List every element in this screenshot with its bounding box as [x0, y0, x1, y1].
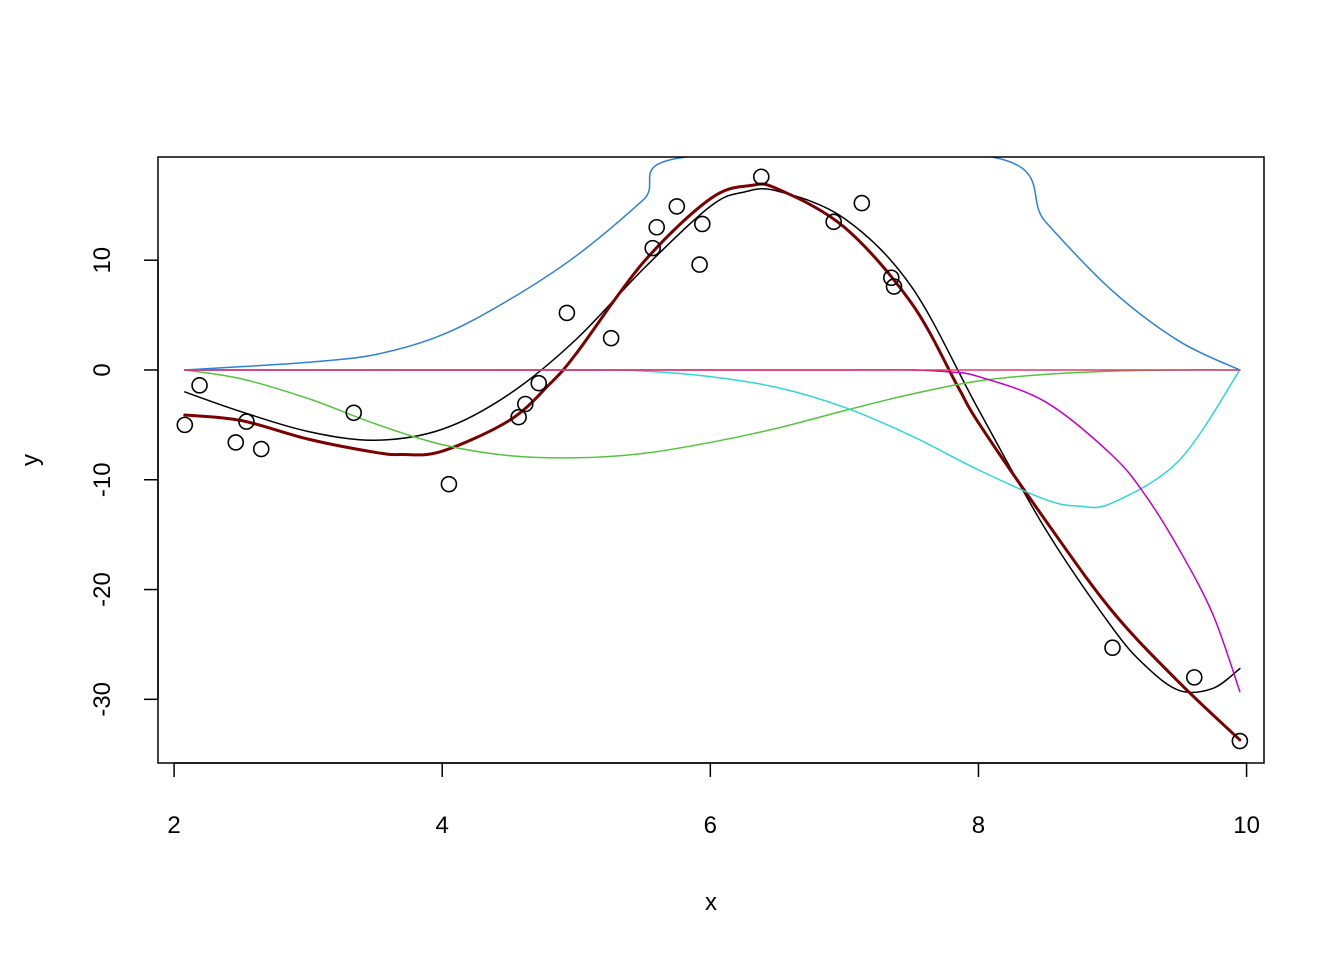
data-point [510, 408, 527, 426]
data-point [752, 168, 770, 186]
y-tick-label: 0 [89, 363, 116, 376]
x-tick-label: 10 [1233, 812, 1260, 839]
y-axis: -30 -20 -10 0 10 [89, 247, 159, 717]
series-layer [183, 157, 1242, 742]
data-point [517, 395, 534, 413]
data-point [668, 198, 686, 215]
data-point [238, 413, 255, 430]
data-point [1231, 732, 1249, 750]
series-line-1 [183, 182, 1242, 742]
x-axis-label: x [705, 889, 717, 916]
data-point [693, 215, 711, 233]
x-tick-label: 8 [972, 812, 985, 839]
data-point [345, 404, 363, 422]
data-point [825, 213, 842, 231]
data-point [883, 269, 900, 287]
data-point [885, 278, 903, 295]
data-point [691, 256, 708, 273]
y-axis-label: y [17, 454, 44, 466]
data-point [191, 377, 208, 394]
data-point [648, 218, 666, 236]
series-line-2 [184, 157, 1241, 371]
y-tick-label: 10 [89, 247, 116, 274]
data-point [252, 440, 270, 458]
data-point [602, 329, 620, 347]
data-point [227, 434, 245, 451]
plot-frame [157, 156, 1265, 764]
x-tick-label: 4 [436, 812, 449, 839]
data-point [440, 475, 458, 493]
x-axis: 2 4 6 8 10 [167, 762, 1260, 839]
x-tick-label: 6 [704, 812, 717, 839]
x-tick-label: 2 [167, 812, 180, 839]
data-point [644, 239, 661, 257]
y-tick-label: -10 [89, 462, 116, 497]
series-line-3 [184, 369, 1241, 459]
series-line-0 [184, 188, 1241, 694]
points-layer [176, 168, 1249, 750]
data-point [558, 304, 576, 322]
data-point [176, 416, 194, 434]
data-point [853, 194, 871, 212]
data-point [1185, 669, 1203, 686]
data-point [1104, 639, 1121, 657]
y-tick-label: -30 [89, 682, 116, 717]
data-point [530, 374, 548, 392]
series-line-5 [184, 369, 1241, 693]
y-tick-label: -20 [89, 572, 116, 607]
series-line-4 [184, 369, 1241, 509]
